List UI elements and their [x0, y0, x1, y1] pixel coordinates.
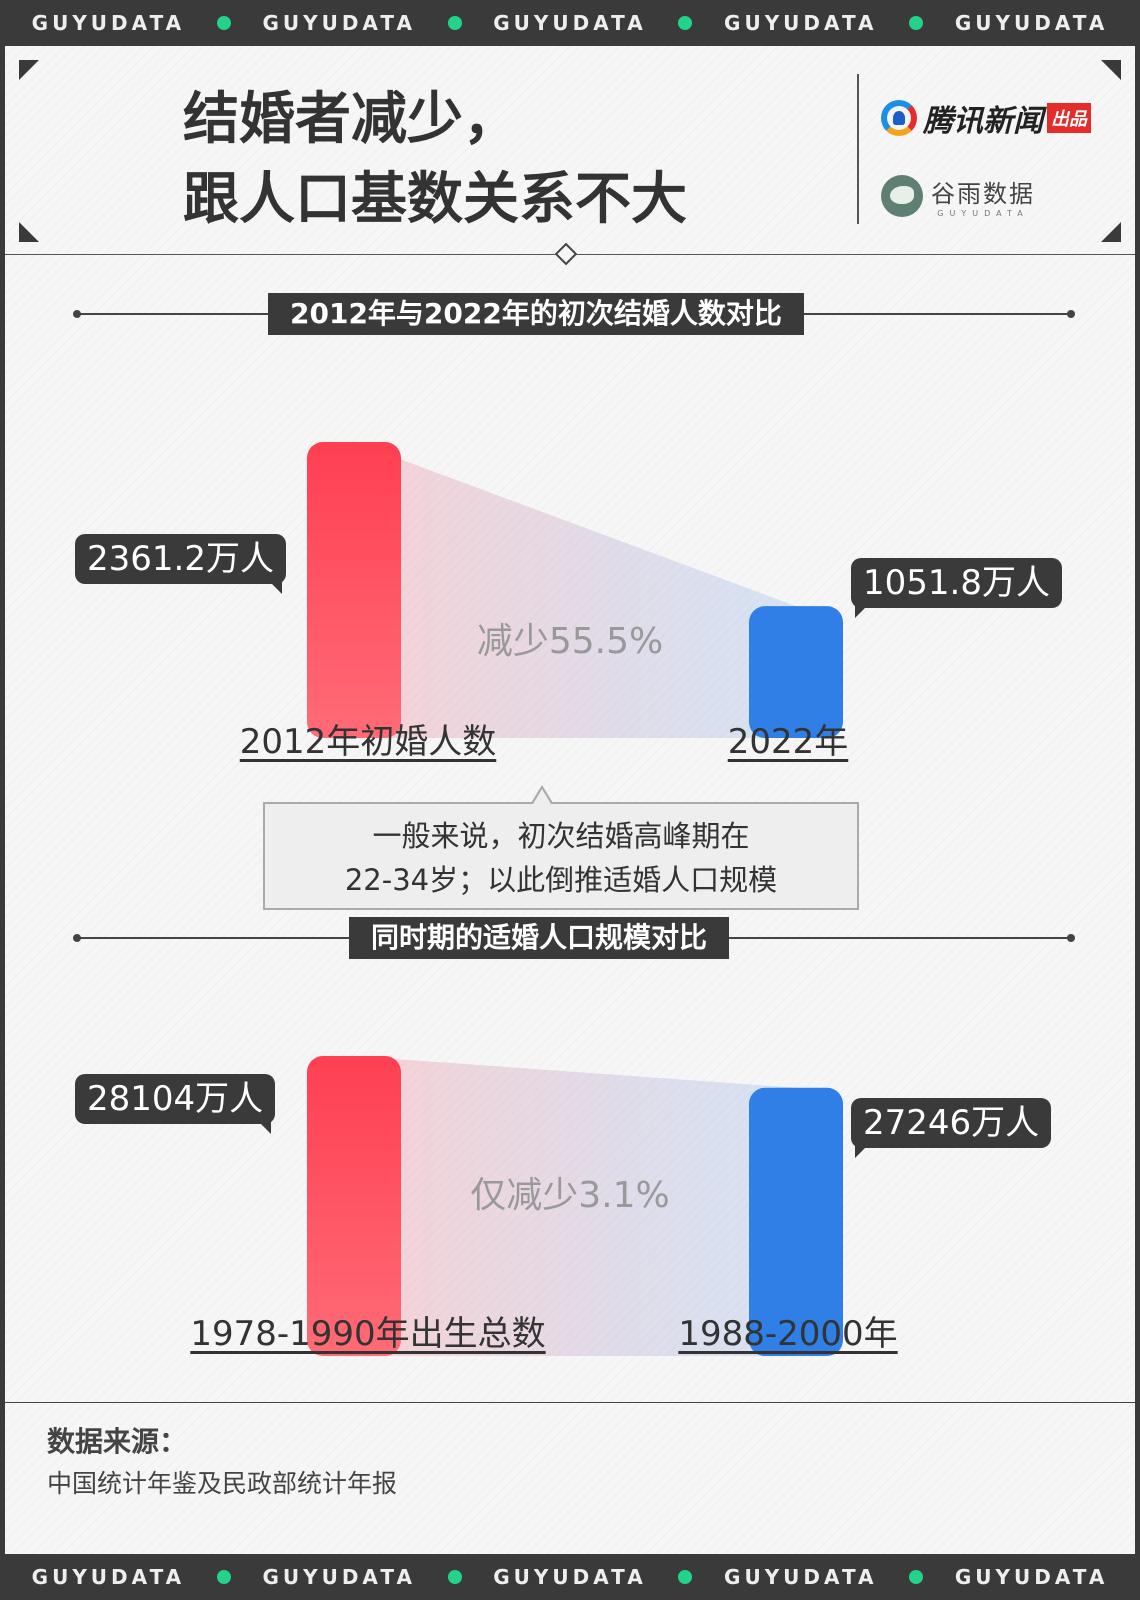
chart-2-change-label: 仅减少3.1%: [470, 1175, 670, 1216]
note-line-2: 22-34岁；以此倒推适婚人口规模: [344, 863, 778, 897]
chart-2-svg: [307, 1056, 843, 1356]
dot-icon: [216, 1570, 231, 1584]
note-line-1: 一般来说，初次结婚高峰期在: [372, 819, 750, 853]
band-text: GUYUDATA: [31, 1565, 186, 1589]
title-line-2: 跟人口基数关系不大: [183, 167, 687, 232]
brand-tencent-news: 腾讯新闻 出品: [881, 96, 1091, 140]
band-text: GUYUDATA: [31, 11, 186, 35]
guyu-bird-logo-icon: [881, 175, 923, 217]
source-text: 中国统计年鉴及民政部统计年报: [47, 1469, 398, 1498]
dot-icon: [909, 16, 924, 30]
brand2-name: 谷雨数据: [931, 180, 1035, 208]
band-text: GUYUDATA: [724, 1565, 878, 1589]
brand1-tag: 出品: [1047, 103, 1091, 133]
chart-1-value-label-right: 1051.8万人: [851, 558, 1062, 618]
chart-2-value-label-right: 27246万人: [851, 1098, 1052, 1158]
page-title: 结婚者减少， 跟人口基数关系不大: [183, 80, 687, 240]
band-text: GUYUDATA: [262, 11, 416, 35]
dot-icon: [678, 16, 693, 30]
chart-1-title: 2012年与2022年的初次结婚人数对比: [268, 293, 804, 335]
brand2-sub: GUYUDATA: [937, 209, 1029, 218]
chart-1-svg: [307, 442, 843, 738]
corner-mark: [1101, 60, 1121, 80]
comparison-band: [354, 442, 796, 738]
top-brand-band: GUYUDATA GUYUDATA GUYUDATA GUYUDATA GUYU…: [0, 0, 1140, 46]
corner-mark: [1101, 222, 1121, 242]
note-box: 一般来说，初次结婚高峰期在 22-34岁；以此倒推适婚人口规模: [263, 785, 859, 910]
chart-2-category-left: 1978-1990年出生总数: [190, 1314, 546, 1354]
chart-1-value-label-left: 2361.2万人: [75, 534, 286, 594]
band-text: GUYUDATA: [724, 11, 878, 35]
dot-icon: [909, 1570, 924, 1584]
band-text: GUYUDATA: [493, 1565, 647, 1589]
brand1-name: 腾讯新闻: [923, 104, 1043, 139]
chart-2-value-label-left: 28104万人: [75, 1074, 276, 1134]
dot-icon: [216, 16, 231, 30]
corner-mark: [19, 60, 39, 80]
title-line-1: 结婚者减少，: [183, 87, 519, 152]
dot-icon: [678, 1570, 693, 1584]
chart-2-title: 同时期的适婚人口规模对比: [349, 917, 730, 959]
corner-mark: [19, 222, 39, 242]
footer-rule: [5, 1402, 1135, 1403]
bottom-brand-band: GUYUDATA GUYUDATA GUYUDATA GUYUDATA GUYU…: [0, 1554, 1140, 1600]
chart-2-category-right: 1988-2000年: [678, 1314, 898, 1354]
comparison-band: [354, 1056, 796, 1356]
chart-1: 2361.2万人 1051.8万人 减少55.5% 2012年初婚人数 2022…: [5, 386, 1135, 766]
chart-1-category-right: 2022年: [727, 722, 849, 762]
tencent-news-logo-icon: [881, 100, 917, 136]
brand-guyu-data: 谷雨数据 GUYUDATA: [881, 174, 1035, 218]
header: 结婚者减少， 跟人口基数关系不大 腾讯新闻 出品 谷雨数据 GUYUDATA: [5, 46, 1135, 256]
chart-1-change-label: 减少55.5%: [476, 621, 664, 662]
bar-left: [307, 1056, 401, 1356]
dot-icon: [447, 1570, 462, 1584]
chart-1-category-left: 2012年初婚人数: [239, 722, 497, 762]
band-text: GUYUDATA: [954, 11, 1109, 35]
band-text: GUYUDATA: [493, 11, 647, 35]
header-divider: [857, 74, 859, 224]
bar-right: [749, 606, 843, 738]
band-text: GUYUDATA: [954, 1565, 1109, 1589]
band-text: GUYUDATA: [262, 1565, 416, 1589]
bar-right: [749, 1087, 843, 1356]
source-label: 数据来源：: [47, 1425, 188, 1458]
infographic-card: 结婚者减少， 跟人口基数关系不大 腾讯新闻 出品 谷雨数据 GUYUDATA 2…: [5, 46, 1135, 1554]
chart-2: 28104万人 27246万人 仅减少3.1% 1978-1990年出生总数 1…: [5, 986, 1135, 1386]
bar-left: [307, 442, 401, 738]
dot-icon: [447, 16, 462, 30]
